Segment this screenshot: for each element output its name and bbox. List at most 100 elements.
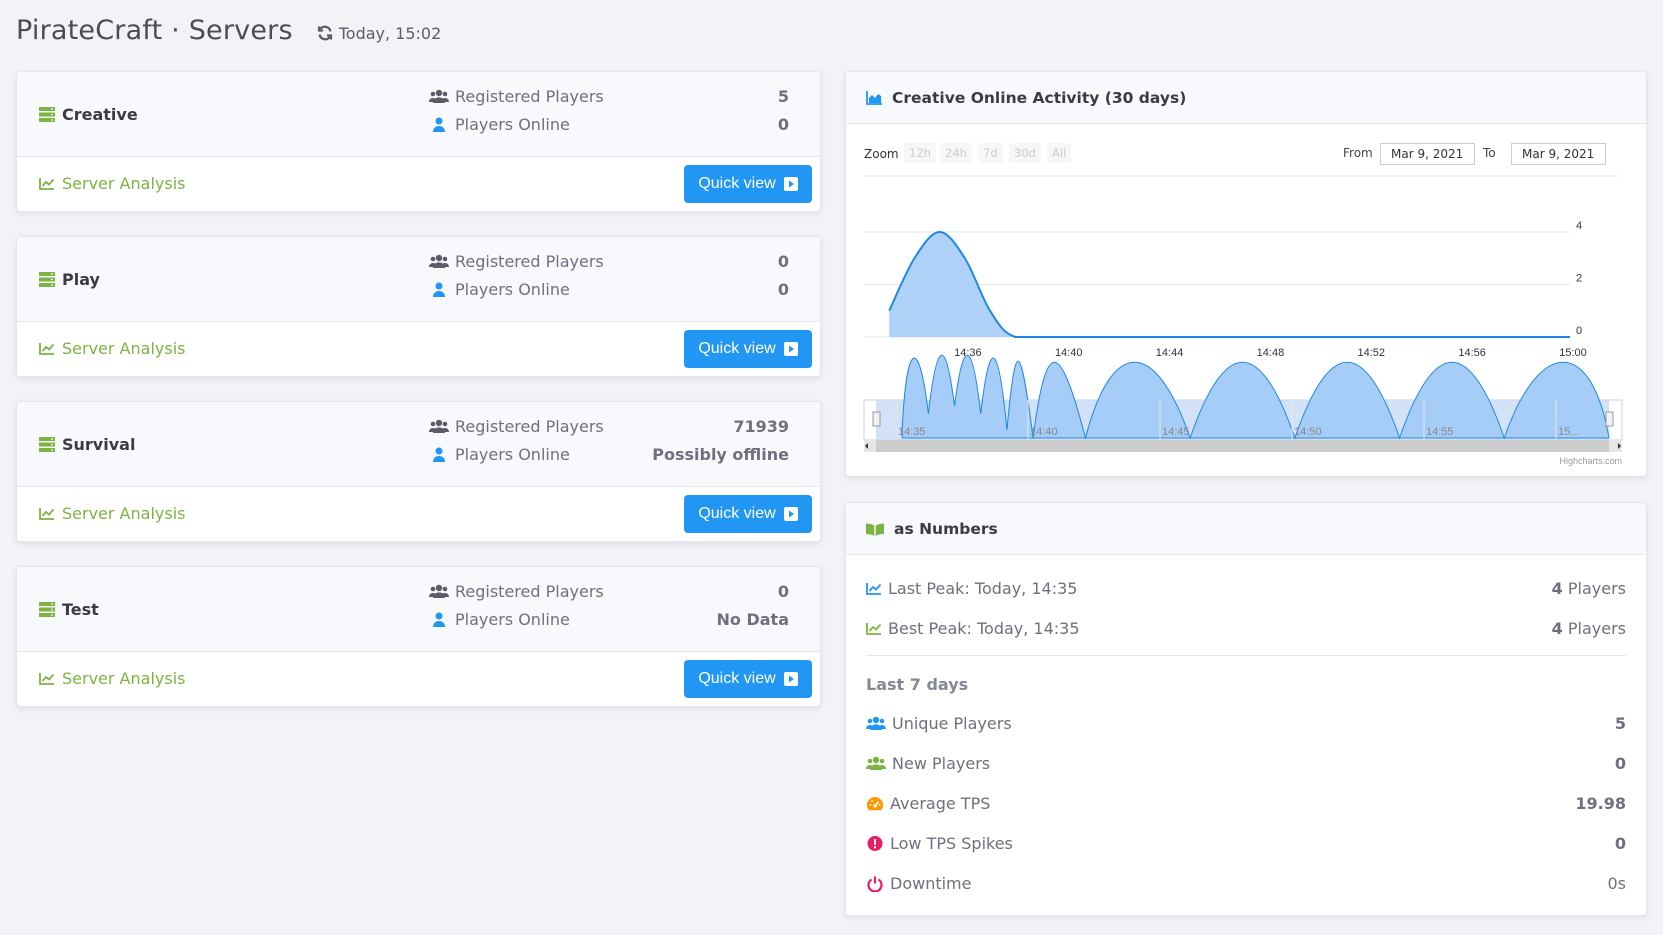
zoom-7d-button[interactable]: 7d [978, 143, 1003, 163]
registered-players-value: 71939 [733, 417, 789, 436]
caret-square-right-icon [783, 177, 798, 191]
refresh-button[interactable]: Today, 15:02 [317, 24, 441, 43]
players-online-value: 0 [777, 280, 789, 299]
y-tick-label-4: 4 [1576, 220, 1582, 232]
registered-players-value: 5 [777, 87, 789, 106]
refresh-icon [317, 25, 332, 41]
last-peak-row: Last Peak: Today, 14:35 4 Players [866, 579, 1626, 598]
chart-navigator[interactable]: 14:35 14:40 14:45 14:50 14:55 15... [863, 354, 1623, 452]
caret-square-right-icon [783, 342, 798, 356]
players-online-value: Possibly offline [652, 445, 789, 464]
best-peak-value: 4 [1551, 619, 1563, 638]
registered-players-value: 0 [777, 252, 789, 271]
x-axis-ticks: 14:36 14:40 14:44 14:48 14:52 14:56 15:00 [954, 347, 1587, 359]
zoom-12h-button[interactable]: 12h [904, 143, 936, 163]
range-from-label: From [1343, 146, 1373, 160]
users-icon [429, 254, 449, 268]
user-icon [433, 282, 445, 297]
server-card-creative: Creative Registered Players 5 Players On… [16, 71, 821, 212]
series-area-online-players [889, 232, 1570, 337]
x-tick-label-15:00: 15:00 [1559, 347, 1587, 359]
navigator-right-handle[interactable] [1605, 411, 1614, 427]
book-open-icon [866, 523, 884, 536]
server-analysis-link[interactable]: Server Analysis [39, 669, 185, 688]
zoom-all-button[interactable]: All [1047, 143, 1072, 163]
server-analysis-link[interactable]: Server Analysis [39, 339, 185, 358]
line-chart-icon [866, 623, 882, 635]
navigator-left-handle[interactable] [872, 411, 881, 427]
navigator-series [901, 354, 1610, 440]
registered-players-row: Registered Players 5 [429, 87, 807, 106]
server-name[interactable]: Test [39, 600, 99, 619]
online-activity-card: Creative Online Activity (30 days) Zoom … [845, 71, 1647, 477]
server-name[interactable]: Play [39, 270, 100, 289]
quick-view-button[interactable]: Quick view [684, 330, 812, 368]
last-7-days-title: Last 7 days [866, 675, 969, 694]
new-players-row: New Players 0 [866, 754, 1626, 773]
navigator-tick-label: 15... [1558, 426, 1579, 438]
tachometer-icon [867, 797, 883, 811]
x-tick-label-14:56: 14:56 [1458, 347, 1486, 359]
registered-players-row: Registered Players 0 [429, 582, 807, 601]
navigator-tick-label: 14:35 [898, 426, 926, 438]
server-card-play: Play Registered Players 0 Players Online… [16, 236, 821, 377]
caret-square-right-icon [783, 672, 798, 686]
scroll-right-arrow [1618, 443, 1621, 449]
line-chart-icon [39, 673, 55, 685]
average-tps-value: 19.98 [1575, 794, 1626, 813]
registered-players-value: 0 [777, 582, 789, 601]
range-from-input[interactable]: Mar 9, 2021 [1380, 143, 1475, 165]
low-tps-spikes-row: Low TPS Spikes 0 [866, 834, 1626, 853]
user-plus-icon [866, 756, 886, 770]
section-divider [866, 655, 1626, 656]
x-tick-label-14:44: 14:44 [1156, 347, 1184, 359]
page-header: PirateCraft · Servers Today, 15:02 [16, 10, 441, 50]
line-chart-icon [39, 178, 55, 190]
quick-view-button[interactable]: Quick view [684, 165, 812, 203]
range-to-label: To [1483, 146, 1496, 160]
online-activity-chart: 14:36 14:40 14:44 14:48 14:52 14:56 15:00 024 … [863, 175, 1623, 466]
zoom-label: Zoom [864, 147, 899, 161]
series-line-online-players [888, 230, 1570, 339]
users-icon [429, 89, 449, 103]
range-to-input[interactable]: Mar 9, 2021 [1511, 143, 1606, 165]
x-tick-label-14:52: 14:52 [1358, 347, 1386, 359]
users-icon [429, 419, 449, 433]
user-icon [433, 612, 445, 627]
quick-view-button[interactable]: Quick view [684, 660, 812, 698]
server-icon [39, 437, 55, 452]
navigator-scrollbar-thumb[interactable] [876, 440, 1609, 452]
zoom-30d-button[interactable]: 30d [1009, 143, 1041, 163]
zoom-24h-button[interactable]: 24h [940, 143, 972, 163]
best-peak-unit: Players [1562, 619, 1626, 638]
navigator-tick-label: 14:55 [1426, 426, 1454, 438]
unique-players-value: 5 [1614, 714, 1626, 733]
registered-players-row: Registered Players 0 [429, 252, 807, 271]
as-numbers-card: as Numbers Last Peak: Today, 14:35 4 Pla… [845, 502, 1647, 916]
zoom-toolbar: Zoom 12h 24h 7d 30d All From Mar 9, 2021… [864, 143, 1618, 165]
y-tick-label-0: 0 [1576, 325, 1582, 337]
quick-view-button[interactable]: Quick view [684, 495, 812, 533]
server-name[interactable]: Survival [39, 435, 135, 454]
line-chart-icon [866, 583, 882, 595]
players-online-value: 0 [777, 115, 789, 134]
server-analysis-link[interactable]: Server Analysis [39, 174, 185, 193]
area-chart-icon [866, 90, 882, 105]
downtime-row: Downtime 0s [866, 874, 1626, 893]
players-online-row: Players Online Possibly offline [429, 445, 807, 464]
server-icon [39, 107, 55, 122]
x-tick-label-14:48: 14:48 [1257, 347, 1285, 359]
players-online-row: Players Online 0 [429, 115, 807, 134]
server-icon [39, 602, 55, 617]
x-tick-label-14:40: 14:40 [1055, 347, 1083, 359]
server-name[interactable]: Creative [39, 105, 138, 124]
server-analysis-link[interactable]: Server Analysis [39, 504, 185, 523]
page-title: PirateCraft · Servers [16, 14, 293, 46]
navigator-tick-label: 14:45 [1162, 426, 1190, 438]
best-peak-row: Best Peak: Today, 14:35 4 Players [866, 619, 1626, 638]
highcharts-credits[interactable]: Highcharts.com [1559, 456, 1622, 466]
user-icon [433, 447, 445, 462]
navigator-tick-label: 14:40 [1030, 426, 1058, 438]
exclamation-circle-icon [867, 836, 883, 851]
average-tps-row: Average TPS 19.98 [866, 794, 1626, 813]
